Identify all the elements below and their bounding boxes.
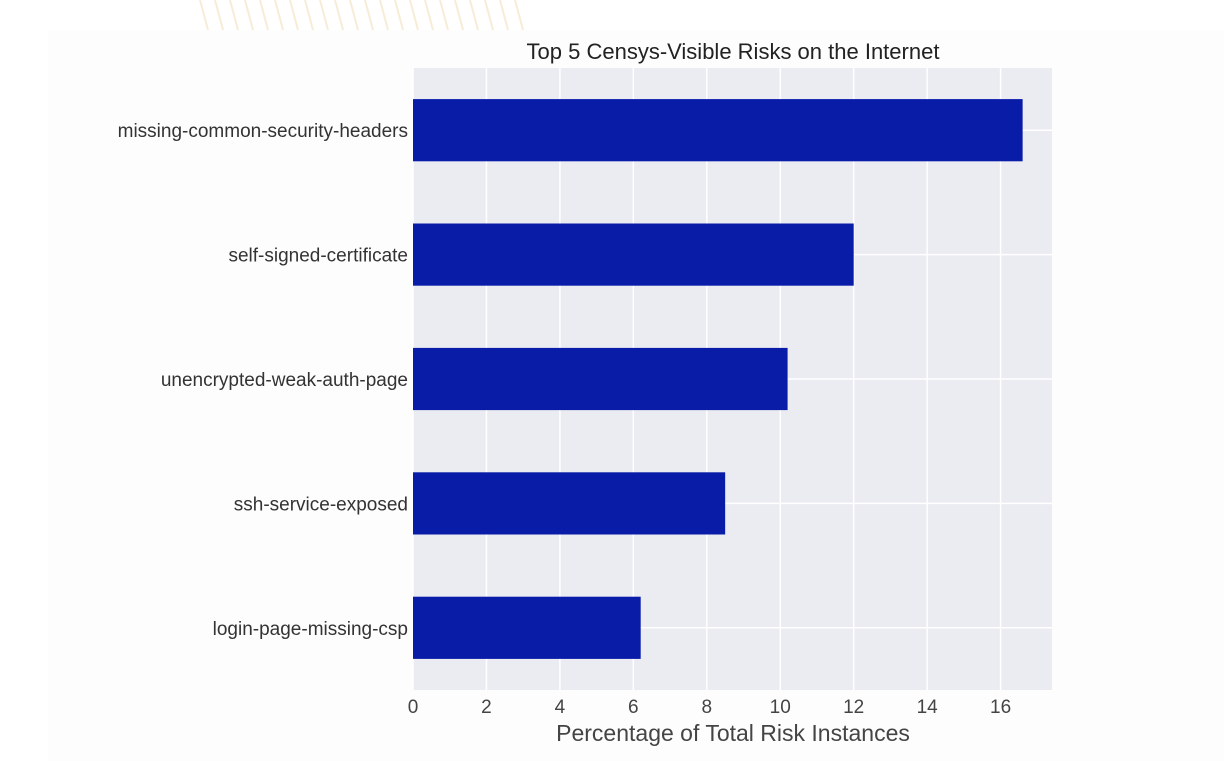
ray — [499, 0, 509, 31]
x-tick-label: 14 — [917, 697, 939, 718]
bar-login-page-missing-csp — [413, 596, 641, 659]
ray — [244, 0, 254, 31]
ray — [334, 0, 344, 31]
x-tick-label: 6 — [628, 697, 639, 718]
x-tick-label: 16 — [990, 697, 1011, 718]
category-label: login-page-missing-csp — [213, 619, 408, 640]
ray — [289, 0, 299, 31]
ray — [394, 0, 404, 31]
category-labels: missing-common-security-headers self-sign… — [118, 121, 408, 640]
ray — [229, 0, 239, 31]
ray — [424, 0, 434, 31]
x-tick-label: 0 — [408, 697, 419, 718]
bar-ssh-service-exposed — [413, 472, 726, 535]
chart-title: Top 5 Censys-Visible Risks on the Intern… — [527, 39, 940, 64]
x-tick-label: 8 — [702, 697, 713, 718]
ray — [364, 0, 374, 31]
ray — [214, 0, 224, 31]
ray — [439, 0, 449, 31]
ray — [349, 0, 359, 31]
x-tick-labels: 0 2 4 6 8 10 12 14 16 — [408, 697, 1011, 718]
ray — [319, 0, 329, 31]
category-label: self-signed-certificate — [228, 246, 408, 267]
ray — [259, 0, 269, 31]
ray — [274, 0, 284, 31]
bars — [413, 99, 1023, 659]
x-tick-label: 4 — [555, 697, 566, 718]
x-tick-label: 2 — [481, 697, 492, 718]
x-tick-label: 10 — [770, 697, 791, 718]
ray — [484, 0, 494, 31]
x-tick-label: 12 — [843, 697, 864, 718]
category-label: ssh-service-exposed — [234, 494, 408, 515]
ray — [199, 0, 209, 31]
x-axis-label: Percentage of Total Risk Instances — [556, 720, 910, 746]
ray — [469, 0, 479, 31]
ray — [409, 0, 419, 31]
bar-unencrypted-weak-auth-page — [413, 347, 788, 411]
ray — [514, 0, 524, 31]
bar-self-signed-certificate — [413, 223, 854, 286]
ray — [379, 0, 389, 31]
decorative-rays — [199, 0, 524, 31]
bar-missing-common-security-headers — [413, 99, 1023, 162]
category-label: unencrypted-weak-auth-page — [161, 370, 408, 391]
category-label: missing-common-security-headers — [118, 121, 408, 142]
ray — [304, 0, 314, 31]
ray — [454, 0, 464, 31]
